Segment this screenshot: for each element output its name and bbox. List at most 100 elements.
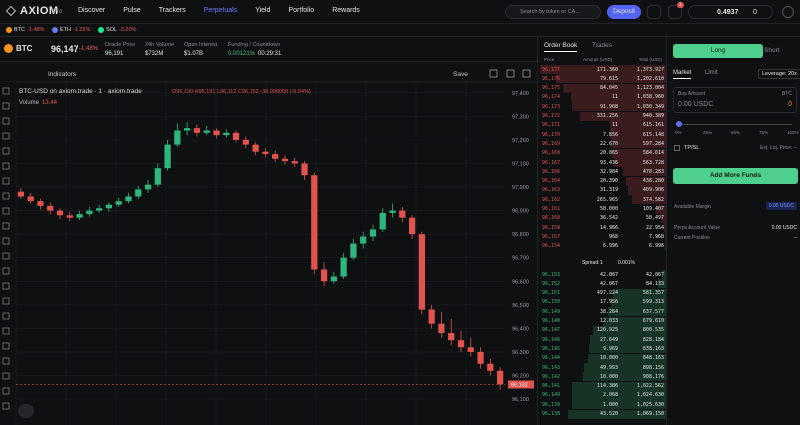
candle-body [340, 257, 347, 277]
ob-total: 615.148 [642, 131, 664, 138]
tool-icon [2, 102, 10, 110]
ob-total: 1,069.150 [636, 411, 664, 417]
nav-item[interactable]: Portfolio [288, 7, 315, 14]
nav-item[interactable]: Yield [255, 7, 271, 14]
stat-value: $732M [145, 51, 164, 57]
chart-tool [522, 69, 531, 78]
stat-label: Oracle Price [105, 42, 136, 48]
nav-item[interactable]: Discover [78, 7, 106, 14]
candle-body [272, 154, 279, 159]
tool-icon [2, 312, 10, 320]
ob-price: 96,159 [542, 224, 561, 231]
ob-row: 96,146 27.649 828.184 [540, 335, 666, 345]
short-button[interactable]: Short [764, 47, 780, 54]
ob-tab[interactable]: Order Book [544, 42, 578, 52]
leverage[interactable]: Leverage: 20x [758, 69, 800, 79]
ob-tab[interactable]: Trades [592, 42, 612, 49]
depth-bar [567, 409, 666, 419]
candle-body [408, 217, 416, 235]
ticker-icon [52, 27, 58, 33]
nav-item[interactable]: Pulse [123, 7, 141, 14]
ob-price: 96,143 [542, 364, 561, 371]
candle-body [291, 161, 298, 164]
user-button[interactable] [782, 6, 794, 18]
search-box[interactable]: Search by token or CA... [505, 5, 601, 19]
ob-price: 96,146 [542, 336, 561, 343]
nav-item[interactable]: Perpetuals [203, 7, 238, 14]
ob-amount: 49.993 [599, 364, 618, 371]
add-funds-button[interactable]: Add More Funds [673, 168, 798, 184]
y-tick-label: 97,300 [512, 114, 529, 120]
candle-body [496, 370, 504, 385]
order-type-tab[interactable]: Market [673, 70, 692, 79]
ob-price: 96,176 [542, 75, 561, 82]
depth-bar [570, 92, 666, 102]
ticker-icon [6, 27, 12, 33]
candle-body [115, 201, 122, 205]
position-label: Current Position [674, 235, 710, 241]
ob-total: 828.184 [642, 336, 664, 343]
y-tick-label: 97,000 [512, 185, 529, 191]
ob-total: 615.161 [642, 122, 664, 129]
ob-row: 96,149 38.264 637.577 [540, 307, 666, 317]
depth-bar [625, 176, 666, 186]
ob-price: 96,166 [542, 168, 561, 175]
candle-body [76, 214, 83, 218]
ob-total: 1,030.349 [636, 103, 664, 110]
buy-amount-box[interactable]: Buy Amount BTC 0.00 USDC 0 [673, 87, 797, 113]
spread-pct: 0.001% [618, 260, 635, 266]
ob-price: 96,144 [542, 355, 561, 362]
ob-price: 96,149 [542, 308, 561, 315]
ob-row: 96,171 11 615.161 [540, 120, 666, 130]
market-symbol[interactable]: BTC [16, 44, 33, 53]
ob-total: 581.357 [642, 290, 664, 297]
candle-body [66, 215, 73, 218]
candle-body [56, 210, 64, 216]
ticker-icon [98, 27, 104, 33]
ob-row: 96,168 20.865 584.614 [540, 148, 666, 158]
candle-body [47, 205, 54, 211]
balance-box[interactable]: 0.4937 0 [688, 5, 773, 19]
order-type-tab[interactable]: Limit [705, 70, 718, 76]
candle-body [105, 204, 113, 209]
tool-icon [2, 162, 10, 170]
tool-icon [2, 132, 10, 140]
y-tick-label: 96,200 [512, 374, 529, 380]
tool-icon [2, 342, 10, 350]
ob-amount: 79.615 [599, 75, 618, 82]
ticker-symbol[interactable]: BTC [14, 27, 25, 33]
nav-item[interactable]: Rewards [332, 7, 360, 14]
ob-price: 96,174 [542, 94, 561, 101]
volume-label: Volume [19, 100, 40, 106]
trade-panel: Long Short Market Limit Leverage: 20x Buy Amo… [668, 37, 800, 425]
slider-track [678, 124, 792, 125]
nav-item[interactable]: Trackers [158, 7, 186, 14]
ob-amount: 84.045 [599, 85, 618, 92]
ticker-symbol[interactable]: ETH [60, 27, 71, 33]
bell-button[interactable] [668, 5, 682, 19]
y-tick-label: 96,900 [512, 209, 529, 215]
candle-body [379, 212, 386, 230]
search-placeholder: Search by token or CA... [520, 9, 580, 15]
tool-icon [2, 192, 10, 200]
ob-price: 96,168 [542, 150, 561, 157]
ob-amount: 7.856 [602, 131, 618, 138]
ob-amount: 114.386 [596, 383, 618, 390]
depth-bar [571, 102, 666, 112]
depth-bar [609, 120, 666, 130]
ob-total: 800.535 [642, 327, 664, 334]
long-button[interactable]: Long [673, 44, 763, 58]
tpsl-checkbox[interactable] [674, 145, 680, 151]
ticker-symbol[interactable]: SOL [106, 27, 118, 33]
ob-total: 1,038.960 [636, 94, 664, 101]
stat-extra: 00:29:31 [258, 51, 282, 57]
ob-amount: 31.319 [599, 187, 618, 194]
star-button[interactable] [647, 5, 661, 19]
ob-total: 1,024.630 [636, 392, 664, 399]
candle-body [301, 163, 308, 176]
depth-bar [589, 344, 666, 354]
ob-price: 96,152 [542, 280, 561, 287]
y-tick-label: 96,600 [512, 279, 529, 285]
deposit-button[interactable]: Deposit [607, 5, 641, 19]
slider-handle[interactable] [676, 121, 682, 127]
